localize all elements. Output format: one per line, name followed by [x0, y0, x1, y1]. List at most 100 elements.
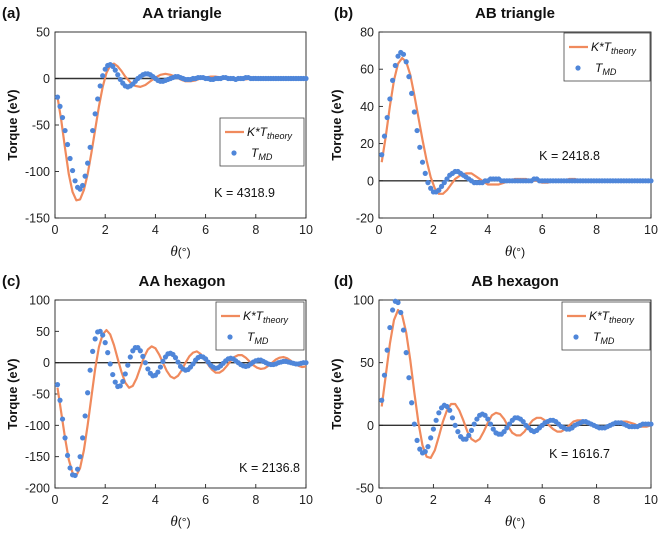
md-point — [422, 449, 428, 455]
md-point — [436, 410, 442, 416]
chart-title: AA triangle — [142, 5, 221, 22]
md-point — [59, 114, 66, 121]
y-tick-label: -50 — [32, 119, 50, 133]
md-point — [395, 53, 401, 59]
md-point — [466, 432, 472, 438]
md-point — [463, 436, 469, 442]
md-point — [381, 372, 388, 378]
y-tick-label: -150 — [25, 450, 50, 464]
y-tick-label: 40 — [360, 100, 374, 114]
x-tick-label: 10 — [644, 223, 658, 237]
md-point — [482, 412, 488, 418]
md-point — [127, 354, 133, 360]
md-point — [471, 421, 477, 427]
md-point — [433, 417, 439, 423]
md-point — [409, 90, 415, 96]
md-point — [90, 348, 96, 354]
x-tick-label: 6 — [202, 223, 209, 237]
k-value-label: K = 4318.9 — [214, 186, 275, 200]
y-tick-label: -100 — [25, 419, 50, 433]
chart-title: AB hexagon — [471, 273, 559, 290]
y-tick-label: 50 — [360, 356, 374, 370]
panel-label: (d) — [334, 273, 353, 290]
y-tick-label: -50 — [356, 482, 374, 496]
md-point — [157, 364, 164, 370]
panel-c: (c) AA hexagon -200 -150 -100 -50 0 50 100 0 2 4 6 8 1… — [2, 273, 313, 530]
md-point — [57, 103, 63, 109]
md-point — [403, 350, 409, 356]
x-tick-label: 6 — [539, 223, 546, 237]
md-point — [67, 155, 73, 162]
md-point — [455, 429, 461, 435]
md-point — [62, 127, 68, 134]
md-point — [428, 185, 434, 191]
legend-theory-main: K*T — [243, 309, 265, 323]
md-point — [411, 109, 417, 115]
legend: K*Ttheory TMD — [219, 117, 305, 167]
md-point — [379, 397, 385, 403]
md-point — [648, 421, 654, 427]
legend-md-main: T — [247, 330, 256, 344]
md-point — [82, 173, 88, 179]
legend-theory-label: K*Ttheory — [589, 309, 635, 325]
legend-theory-main: K*T — [589, 309, 611, 323]
md-point — [485, 416, 491, 422]
md-point — [85, 160, 91, 166]
panel-label: (a) — [2, 5, 20, 22]
x-axis-label: θ(°) — [505, 514, 525, 530]
md-point — [400, 327, 407, 333]
md-point — [82, 413, 88, 419]
x-tick-label: 10 — [299, 493, 313, 507]
md-point — [105, 350, 111, 356]
md-point — [384, 347, 390, 353]
x-tick-label: 0 — [52, 223, 59, 237]
md-point — [95, 96, 101, 102]
y-tick-label: -150 — [25, 212, 50, 226]
legend-md-label: TMD — [593, 330, 615, 346]
legend-theory-main: K*T — [247, 125, 269, 139]
md-point — [72, 178, 78, 184]
md-point — [430, 426, 436, 432]
md-point — [54, 94, 61, 100]
md-point — [411, 421, 417, 427]
y-axis-label: Torque (eV) — [5, 89, 20, 160]
x-axis-unit: (°) — [178, 515, 191, 529]
md-point — [419, 159, 426, 165]
x-tick-label: 8 — [252, 223, 259, 237]
md-point — [504, 425, 510, 431]
md-point — [398, 309, 404, 316]
panel-label: (b) — [334, 5, 353, 22]
x-axis-theta: θ — [170, 244, 178, 260]
md-point — [54, 382, 61, 388]
legend: K*Ttheory TMD — [563, 32, 651, 82]
md-point — [69, 167, 76, 174]
md-point — [417, 144, 423, 150]
legend-box — [219, 117, 305, 167]
md-point — [384, 114, 390, 121]
md-point — [112, 379, 118, 385]
x-tick-label: 0 — [376, 493, 383, 507]
legend-theory-main: K*T — [591, 40, 613, 54]
md-point — [87, 144, 93, 150]
md-point — [444, 176, 450, 182]
md-point — [57, 397, 63, 403]
x-axis-unit: (°) — [512, 245, 525, 259]
md-point — [85, 390, 91, 396]
md-point — [59, 416, 66, 422]
plot-frame — [378, 299, 652, 489]
md-point — [379, 152, 385, 158]
y-axis-label: Torque (eV) — [329, 358, 344, 429]
md-point — [406, 375, 412, 381]
md-point — [102, 340, 108, 346]
legend-theory-label: K*Ttheory — [247, 125, 293, 141]
md-point — [110, 63, 116, 70]
md-point — [409, 400, 415, 406]
y-axis-label: Torque (eV) — [329, 89, 344, 160]
md-point — [92, 336, 98, 342]
legend-theory-sub: theory — [609, 315, 635, 325]
legend-theory-sub: theory — [263, 315, 289, 325]
md-point — [77, 454, 83, 460]
md-point — [425, 444, 431, 450]
